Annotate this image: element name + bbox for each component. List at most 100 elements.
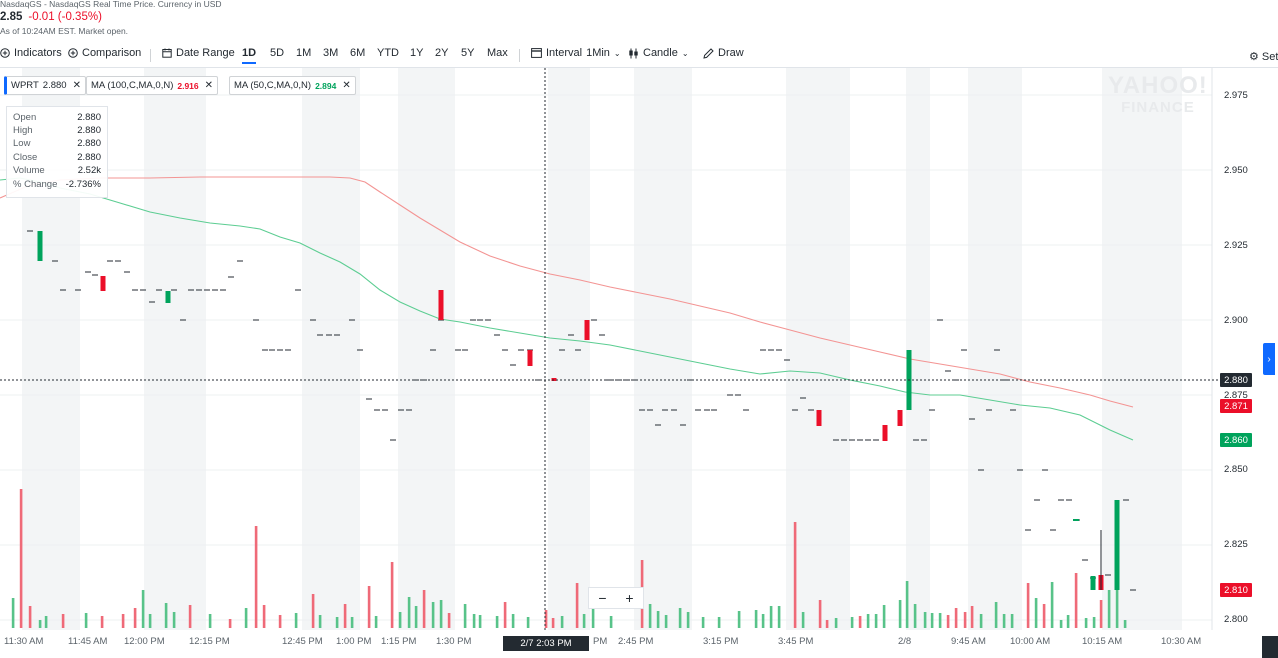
ma100-line bbox=[0, 176, 1134, 408]
volume-bar bbox=[19, 489, 23, 628]
time-band bbox=[786, 68, 850, 630]
ma100-chip[interactable]: MA (100,C,MA,0,N) 2.916 ✕ bbox=[86, 76, 219, 95]
comparison-button[interactable]: Comparison bbox=[68, 47, 141, 59]
volume-bar bbox=[850, 617, 854, 628]
x-tick-label: 1:15 PM bbox=[381, 636, 417, 647]
volume-bar bbox=[439, 600, 443, 628]
volume-bar bbox=[447, 613, 451, 628]
tooltip-row-pct-change: % Change -2.736% bbox=[13, 179, 101, 190]
time-band bbox=[968, 68, 1022, 630]
volume-bar bbox=[575, 583, 579, 628]
range-1m[interactable]: 1M bbox=[296, 47, 312, 59]
candlestick-icon bbox=[629, 48, 638, 58]
interval-button[interactable]: Interval 1Min ⌄ bbox=[531, 47, 621, 59]
toolbar-divider bbox=[150, 49, 151, 62]
volume-bar bbox=[560, 616, 564, 628]
time-band bbox=[144, 68, 206, 630]
candle-body bbox=[584, 320, 590, 340]
volume-bar bbox=[1084, 618, 1088, 628]
volume-bar bbox=[141, 590, 145, 628]
draw-button[interactable]: Draw bbox=[703, 47, 744, 59]
close-icon[interactable]: ✕ bbox=[204, 80, 214, 91]
ma50-chip-label: MA (50,C,MA,0,N) bbox=[234, 80, 312, 91]
candle-body bbox=[438, 290, 444, 320]
volume-bar bbox=[1092, 617, 1096, 628]
candle-body bbox=[527, 350, 533, 366]
range-5y[interactable]: 5Y bbox=[461, 47, 475, 59]
volume-bar bbox=[61, 614, 65, 628]
x-tick-label: 10:15 AM bbox=[1082, 636, 1123, 647]
volume-bar bbox=[834, 618, 838, 628]
y-tick-label: 2.850 bbox=[1224, 464, 1248, 475]
volume-bar bbox=[551, 618, 555, 628]
crosshair-time-badge: 2/7 2:03 PM bbox=[503, 636, 589, 651]
close-icon[interactable]: ✕ bbox=[72, 80, 81, 91]
x-tick-label: 12:15 PM bbox=[189, 636, 230, 647]
range-1d[interactable]: 1D bbox=[242, 47, 257, 64]
candle-body bbox=[100, 276, 106, 291]
volume-bar bbox=[188, 605, 192, 628]
zoom-out-button[interactable]: − bbox=[598, 590, 607, 606]
time-band bbox=[548, 68, 590, 630]
close-icon[interactable]: ✕ bbox=[342, 80, 351, 91]
candle-button[interactable]: Candle ⌄ bbox=[628, 47, 689, 59]
expand-panel-button[interactable]: › bbox=[1263, 343, 1275, 375]
volume-bar bbox=[244, 608, 248, 628]
x-tick-label: 2/8 bbox=[898, 636, 912, 647]
volume-bar bbox=[769, 606, 773, 628]
x-tick-label: 1:00 PM bbox=[336, 636, 372, 647]
crosshair bbox=[0, 68, 1218, 630]
volume-bar bbox=[754, 610, 758, 628]
ma50-chip[interactable]: MA (50,C,MA,0,N) 2.894 ✕ bbox=[229, 76, 356, 95]
volume-bar bbox=[121, 614, 125, 628]
time-band bbox=[634, 68, 692, 630]
y-tick-label: 2.800 bbox=[1224, 614, 1248, 625]
tooltip-row-high: High 2.880 bbox=[13, 125, 101, 136]
x-tick-label-partial: PM bbox=[593, 636, 608, 647]
range-3m[interactable]: 3M bbox=[323, 47, 339, 59]
range-6m[interactable]: 6M bbox=[350, 47, 366, 59]
symbol-chip[interactable]: WPRT 2.880 ✕ bbox=[4, 76, 86, 95]
corner-widget[interactable] bbox=[1262, 636, 1278, 658]
volume-bar bbox=[11, 598, 15, 628]
volume-bar bbox=[343, 604, 347, 628]
range-max[interactable]: Max bbox=[487, 47, 508, 59]
range-2y[interactable]: 2Y bbox=[435, 47, 449, 59]
volume-bar bbox=[398, 612, 402, 628]
volume-bar bbox=[963, 612, 967, 628]
volume-bar bbox=[648, 604, 652, 628]
y-tick-label: 2.825 bbox=[1224, 539, 1248, 550]
indicators-button[interactable]: Indicators bbox=[0, 47, 62, 59]
range-1y[interactable]: 1Y bbox=[410, 47, 424, 59]
volume-bar bbox=[28, 606, 32, 628]
interval-value: 1Min bbox=[586, 47, 610, 59]
volume-bar bbox=[1059, 620, 1063, 628]
ohlc-tooltip: Open 2.880 High 2.880 Low 2.880 Close 2.880 … bbox=[6, 106, 108, 198]
volume-bar bbox=[1034, 598, 1038, 628]
volume-bar bbox=[318, 615, 322, 628]
range-5d[interactable]: 5D bbox=[270, 47, 285, 59]
ma50-price-badge: 2.860 bbox=[1220, 433, 1252, 447]
chart-toolbar: Indicators Comparison Date Range 1D 5D 1… bbox=[0, 45, 1278, 67]
chevron-right-icon: › bbox=[1267, 353, 1271, 365]
volume-bar bbox=[1026, 583, 1030, 628]
zoom-controls: − + bbox=[588, 587, 644, 609]
volume-bar bbox=[350, 617, 354, 628]
tooltip-row-open: Open 2.880 bbox=[13, 112, 101, 123]
volume-bar bbox=[367, 586, 371, 628]
range-ytd[interactable]: YTD bbox=[377, 47, 399, 59]
date-range-button[interactable]: Date Range bbox=[162, 47, 235, 59]
draw-label: Draw bbox=[718, 47, 744, 59]
volume-bar bbox=[294, 613, 298, 628]
zoom-in-button[interactable]: + bbox=[625, 590, 634, 606]
interval-label: Interval bbox=[546, 47, 583, 59]
volume-bar bbox=[717, 617, 721, 628]
volume-bar bbox=[970, 606, 974, 628]
volume-bar bbox=[1123, 620, 1127, 628]
x-tick-label: 3:15 PM bbox=[703, 636, 739, 647]
yahoo-finance-watermark: YAHOO! FINANCE bbox=[1108, 72, 1208, 117]
volume-bar bbox=[431, 602, 435, 628]
price-chart[interactable] bbox=[0, 68, 1278, 658]
volume-bar bbox=[686, 612, 690, 628]
settings-button[interactable]: ⚙ Set bbox=[1249, 50, 1278, 64]
